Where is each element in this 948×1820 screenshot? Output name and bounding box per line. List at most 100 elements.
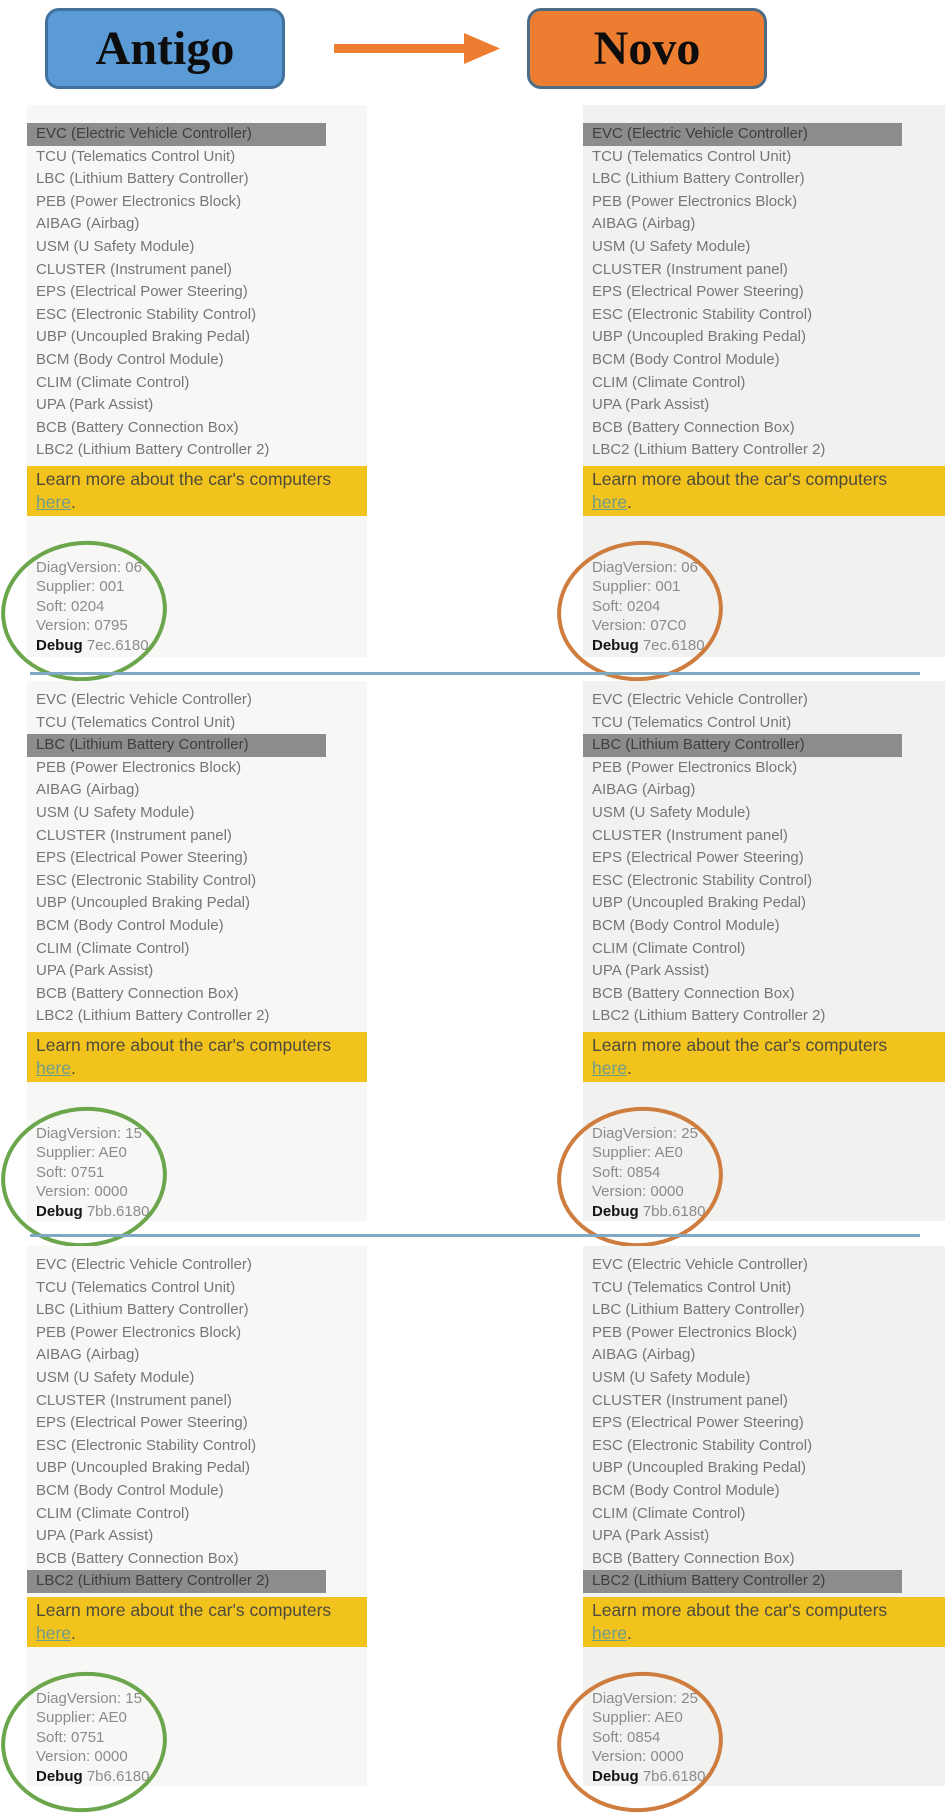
module-list-item[interactable]: UBP (Uncoupled Braking Pedal): [36, 328, 251, 346]
module-list-item[interactable]: BCM (Body Control Module): [36, 916, 224, 934]
module-list-item[interactable]: LBC2 (Lithium Battery Controller 2): [36, 1007, 270, 1025]
module-list-item[interactable]: LBC (Lithium Battery Controller): [27, 734, 327, 757]
module-list-item[interactable]: UBP (Uncoupled Braking Pedal): [36, 1459, 251, 1477]
module-list-item[interactable]: EVC (Electric Vehicle Controller): [592, 691, 808, 708]
module-list-item[interactable]: BCB (Battery Connection Box): [36, 984, 239, 1002]
module-list-item[interactable]: LBC2 (Lithium Battery Controller 2): [583, 1570, 902, 1593]
module-list-item[interactable]: CLIM (Climate Control): [36, 1504, 190, 1522]
module-list-item[interactable]: ESC (Electronic Stability Control): [592, 305, 813, 323]
module-list-item[interactable]: UBP (Uncoupled Braking Pedal): [36, 894, 251, 912]
module-list-item[interactable]: PEB (Power Electronics Block): [592, 1323, 798, 1341]
module-list-item[interactable]: UBP (Uncoupled Braking Pedal): [592, 328, 807, 346]
module-list-item[interactable]: ESC (Electronic Stability Control): [592, 871, 813, 889]
module-list-item[interactable]: USM (U Safety Module): [36, 1368, 195, 1386]
here-link[interactable]: here: [36, 491, 72, 512]
module-list-item[interactable]: PEB (Power Electronics Block): [36, 1323, 242, 1341]
here-link[interactable]: here: [592, 1622, 628, 1643]
module-list-item[interactable]: BCB (Battery Connection Box): [592, 984, 795, 1002]
module-list-item[interactable]: BCM (Body Control Module): [36, 1481, 224, 1499]
module-list-item[interactable]: EVC (Electric Vehicle Controller): [36, 691, 252, 708]
module-list-item[interactable]: EPS (Electrical Power Steering): [592, 283, 804, 301]
module-list-item[interactable]: BCB (Battery Connection Box): [36, 1549, 239, 1567]
module-list-item[interactable]: EVC (Electric Vehicle Controller): [36, 1256, 252, 1273]
module-list-item[interactable]: EVC (Electric Vehicle Controller): [27, 123, 327, 146]
module-list-item[interactable]: AIBAG (Airbag): [592, 215, 696, 233]
module-list-item[interactable]: TCU (Telematics Control Unit): [36, 1278, 236, 1296]
module-list-item[interactable]: LBC (Lithium Battery Controller): [592, 1301, 805, 1319]
module-list-item[interactable]: EPS (Electrical Power Steering): [36, 1414, 248, 1432]
module-list-item[interactable]: ESC (Electronic Stability Control): [592, 1436, 813, 1454]
module-list-item[interactable]: AIBAG (Airbag): [592, 1346, 696, 1364]
module-list-item[interactable]: PEB (Power Electronics Block): [592, 758, 798, 776]
module-list-item[interactable]: BCM (Body Control Module): [592, 1481, 780, 1499]
info-banner: Learn more about the car's computers her…: [583, 1596, 945, 1647]
module-list-item[interactable]: CLIM (Climate Control): [592, 939, 746, 957]
here-link[interactable]: here: [36, 1057, 72, 1078]
module-list-item[interactable]: ESC (Electronic Stability Control): [36, 305, 257, 323]
module-list-item[interactable]: CLUSTER (Instrument panel): [592, 1391, 788, 1409]
module-list-item[interactable]: BCM (Body Control Module): [592, 350, 780, 368]
module-list-item[interactable]: BCB (Battery Connection Box): [592, 1549, 795, 1567]
module-list-item[interactable]: EPS (Electrical Power Steering): [592, 1414, 804, 1432]
module-list-item[interactable]: USM (U Safety Module): [36, 237, 195, 255]
module-list-item[interactable]: CLUSTER (Instrument panel): [36, 826, 232, 844]
module-list-item[interactable]: CLUSTER (Instrument panel): [36, 1391, 232, 1409]
module-list-item[interactable]: LBC (Lithium Battery Controller): [592, 170, 805, 188]
module-list-item[interactable]: UPA (Park Assist): [592, 962, 710, 980]
module-list-item[interactable]: USM (U Safety Module): [592, 237, 751, 255]
module-list-item[interactable]: AIBAG (Airbag): [36, 1346, 140, 1364]
module-list-item[interactable]: EVC (Electric Vehicle Controller): [583, 123, 902, 146]
module-list-item[interactable]: UPA (Park Assist): [36, 396, 154, 414]
module-list-item[interactable]: AIBAG (Airbag): [36, 215, 140, 233]
module-list-item[interactable]: AIBAG (Airbag): [592, 781, 696, 799]
module-list-item[interactable]: LBC2 (Lithium Battery Controller 2): [592, 1007, 826, 1025]
module-list-item[interactable]: EPS (Electrical Power Steering): [36, 849, 248, 867]
module-list-item[interactable]: BCB (Battery Connection Box): [36, 418, 239, 436]
module-list-item[interactable]: PEB (Power Electronics Block): [36, 192, 242, 210]
module-list-item[interactable]: BCB (Battery Connection Box): [592, 418, 795, 436]
module-list-item[interactable]: UPA (Park Assist): [592, 1527, 710, 1545]
module-list-item[interactable]: TCU (Telematics Control Unit): [592, 713, 792, 731]
diag-version-value: 25: [681, 1124, 698, 1142]
module-list-item[interactable]: TCU (Telematics Control Unit): [592, 147, 792, 165]
module-list-item[interactable]: BCM (Body Control Module): [592, 916, 780, 934]
module-list-item[interactable]: BCM (Body Control Module): [36, 350, 224, 368]
module-list-item[interactable]: LBC (Lithium Battery Controller): [36, 170, 249, 188]
module-list-item[interactable]: LBC2 (Lithium Battery Controller 2): [36, 441, 270, 459]
module-list-item[interactable]: EVC (Electric Vehicle Controller): [592, 1256, 808, 1273]
module-list-item[interactable]: CLUSTER (Instrument panel): [592, 826, 788, 844]
module-list-item[interactable]: PEB (Power Electronics Block): [36, 758, 242, 776]
module-list-item[interactable]: PEB (Power Electronics Block): [592, 192, 798, 210]
module-list-item[interactable]: USM (U Safety Module): [592, 1368, 751, 1386]
module-list-item[interactable]: AIBAG (Airbag): [36, 781, 140, 799]
module-list-item[interactable]: TCU (Telematics Control Unit): [36, 713, 236, 731]
module-list-item[interactable]: LBC2 (Lithium Battery Controller 2): [27, 1570, 327, 1593]
module-list-item[interactable]: UPA (Park Assist): [36, 962, 154, 980]
module-list-item[interactable]: LBC (Lithium Battery Controller): [583, 734, 902, 757]
module-list-item[interactable]: LBC (Lithium Battery Controller): [36, 1301, 249, 1319]
debug-label: Debug: [36, 1767, 83, 1785]
module-list-item[interactable]: CLIM (Climate Control): [36, 373, 190, 391]
here-link[interactable]: here: [592, 1057, 628, 1078]
module-list-item[interactable]: ESC (Electronic Stability Control): [36, 1436, 257, 1454]
here-link[interactable]: here: [36, 1622, 72, 1643]
module-list-item[interactable]: TCU (Telematics Control Unit): [592, 1278, 792, 1296]
module-list-item[interactable]: CLIM (Climate Control): [592, 1504, 746, 1522]
module-list-item[interactable]: ESC (Electronic Stability Control): [36, 871, 257, 889]
module-list-item[interactable]: USM (U Safety Module): [36, 803, 195, 821]
version-value: 07C0: [650, 617, 687, 635]
module-list-item[interactable]: UBP (Uncoupled Braking Pedal): [592, 1459, 807, 1477]
module-list-item[interactable]: UPA (Park Assist): [36, 1527, 154, 1545]
module-list-item[interactable]: LBC2 (Lithium Battery Controller 2): [592, 441, 826, 459]
module-list-item[interactable]: EPS (Electrical Power Steering): [36, 283, 248, 301]
module-list-item[interactable]: USM (U Safety Module): [592, 803, 751, 821]
here-link[interactable]: here: [592, 491, 628, 512]
module-list-item[interactable]: CLIM (Climate Control): [592, 373, 746, 391]
module-list-item[interactable]: CLIM (Climate Control): [36, 939, 190, 957]
module-list-item[interactable]: CLUSTER (Instrument panel): [592, 260, 788, 278]
module-list-item[interactable]: UPA (Park Assist): [592, 396, 710, 414]
module-list-item[interactable]: UBP (Uncoupled Braking Pedal): [592, 894, 807, 912]
module-list-item[interactable]: EPS (Electrical Power Steering): [592, 849, 804, 867]
module-list-item[interactable]: TCU (Telematics Control Unit): [36, 147, 236, 165]
module-list-item[interactable]: CLUSTER (Instrument panel): [36, 260, 232, 278]
